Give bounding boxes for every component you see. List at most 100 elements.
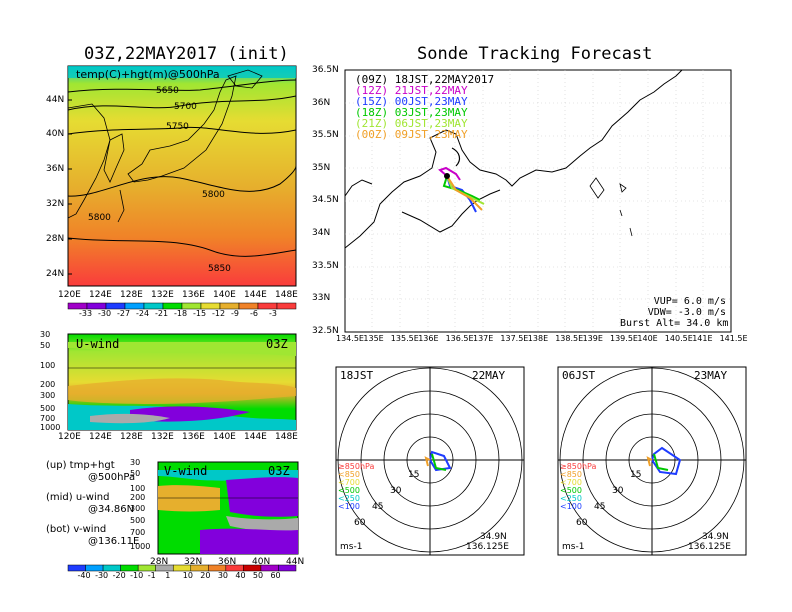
lat-tick: 28N [150,557,169,567]
lon-tick: 141E [692,334,713,343]
lon-tick: 139E [582,334,603,343]
lon-tick: 140E [213,432,236,442]
lat-tick: 36N [218,557,237,567]
contour-label: 5650 [156,86,179,96]
lat-tick: 32N [46,199,65,209]
polar-unit: ms-1 [562,542,585,552]
lat-tick: 33N [312,293,331,304]
temp-colorbar-label: -3 [269,309,277,318]
wind-colorbar-label: 30 [217,571,229,580]
lon-tick: 148E [275,432,298,442]
legend-entry: (09Z) 18JST,22MAY2017 [355,73,495,86]
polar-level-label: <850 [338,470,360,479]
polar-level-label: <100 [560,502,582,511]
wind-colorbar-label: 20 [200,571,211,580]
pressure-tick: 50 [130,469,141,478]
uwind-label: U-wind [76,337,120,351]
polar-ring-label: 45 [594,502,606,512]
lat-tick: 32.5N [312,325,339,336]
lat-tick: 34N [312,228,331,238]
lat-tick: 33.5N [312,260,339,271]
pressure-tick: 500 [130,516,146,525]
polar-lat: 34.9N [480,532,507,542]
wind-colorbar-label: -40 [77,571,91,580]
lon-tick: 138E [527,334,549,343]
lon-tick: 134.5E [336,334,364,343]
uwind-time: 03Z [266,337,288,351]
lat-tick: 36N [312,97,331,108]
polar-date: 22MAY [472,369,506,382]
lon-tick: 132E [151,290,174,300]
legend-entry: (21Z) 06JST,23MAY [355,117,468,130]
lon-tick: 137E [473,334,494,343]
polar-time: 18JST [340,369,374,382]
lon-tick: 140.5E [664,334,693,343]
map-label: temp(C)+hgt(m)@500hPa [76,68,220,81]
temp-colorbar-label: -27 [117,309,131,318]
contour-label: 5850 [208,264,231,274]
lon-tick: 136.5E [445,334,474,343]
lat-tick: 40N [46,129,65,139]
polar-ring-label: 15 [630,470,642,480]
temp-colorbar-label: -24 [136,309,150,318]
polar-ring-label: 60 [354,518,366,528]
pressure-tick: 700 [130,528,146,537]
lat-tick: 32N [184,557,203,567]
temp-colorbar-label: -21 [155,309,169,318]
polar-lon: 136.125E [466,542,509,552]
polar-level-label: <500 [338,486,360,495]
left-title: 03Z,22MAY2017 (init) [84,44,289,64]
pressure-tick: 100 [130,484,146,493]
legend-entry: (00Z) 09JST,23MAY [355,128,468,141]
polar-ring-label: 45 [372,502,384,512]
lon-tick: 120E [58,290,81,300]
contour-label: 5800 [88,213,111,223]
lon-tick: 135.5E [390,334,419,343]
wind-colorbar-label: -1 [147,571,156,580]
lon-tick: 124E [89,432,112,442]
pressure-tick: 1000 [40,423,61,432]
polar-ring-label: 30 [612,486,624,496]
lon-tick: 128E [120,432,143,442]
polar-level-label: <250 [338,494,360,503]
lon-tick: 124E [89,290,112,300]
lat-tick: 36N [46,164,65,174]
lon-tick: 137.5E [500,334,529,343]
vwind-time: 03Z [268,464,290,478]
wind-colorbar-label: 40 [235,571,246,580]
temp-colorbar-label: -30 [98,309,112,318]
lat-tick: 24N [46,269,65,279]
lon-tick: 148E [275,290,298,300]
lon-tick: 139.5E [610,334,638,343]
note-up: (up) tmp+hgt @500hPa [46,460,136,483]
pressure-tick: 200 [130,493,146,502]
lat-tick: 36.5N [312,65,339,75]
legend-entry: (18Z) 03JST,23MAY [355,106,468,119]
lon-tick: 132E [151,432,174,442]
lon-tick: 136E [182,290,205,300]
polar-ring-label: 15 [408,470,420,480]
wind-colorbar-label: -30 [95,571,109,580]
pressure-tick: 300 [40,391,56,400]
wind-colorbar-label: 60 [270,571,281,580]
lon-tick: 136E [182,432,205,442]
hodograph-trace [431,453,447,471]
lat-tick: 35.5N [312,130,339,141]
pressure-tick: 100 [40,361,56,370]
lon-tick: 120E [58,432,81,442]
legend-entry: (12Z) 21JST,22MAY [355,84,468,97]
polar-unit: ms-1 [340,542,363,552]
launch-params: VUP= 6.0 m/s VDW= -3.0 m/s Burst Alt= 34… [620,296,729,329]
contour-label: 5800 [202,190,225,200]
note-bot: (bot) v-wind @136.11E [46,524,140,547]
track-legend: (09Z) 18JST,22MAY2017 (12Z) 21JST,22MAY (1… [355,74,494,140]
hodograph-trace [653,453,669,471]
polar-lon: 136.125E [688,542,731,552]
vwind-label: V-wind [164,464,208,478]
lon-tick: 144E [244,290,267,300]
pressure-tick: 200 [40,380,56,389]
lon-tick: 135E [363,334,384,343]
wind-colorbar-label: 1 [165,571,171,580]
lat-tick: 28N [46,234,65,244]
